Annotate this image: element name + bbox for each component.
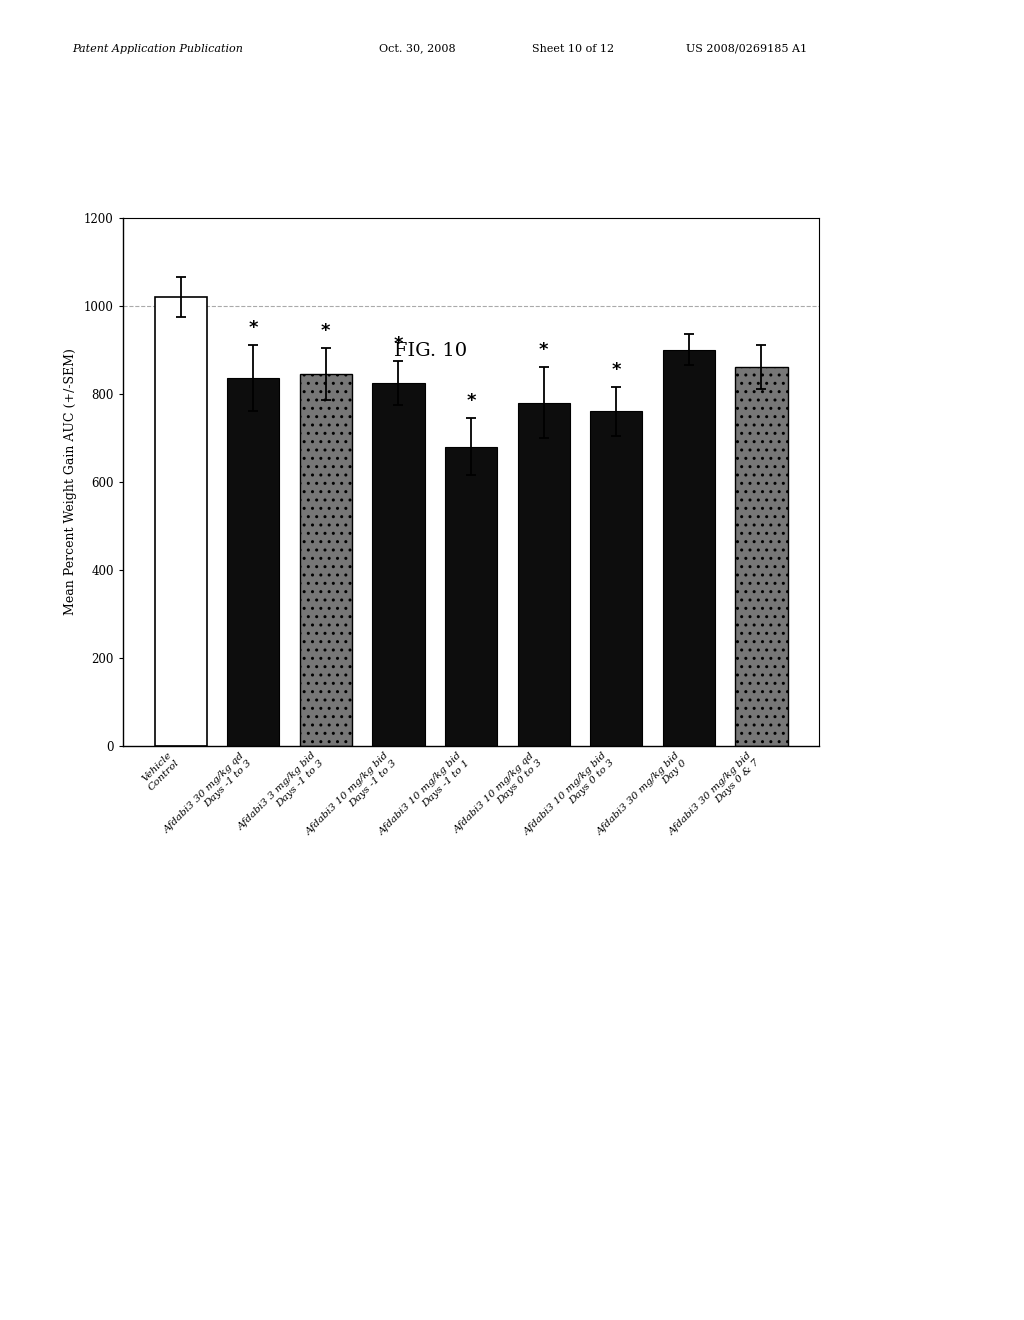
Text: *: * — [611, 362, 621, 379]
Text: *: * — [466, 392, 476, 411]
Text: Oct. 30, 2008: Oct. 30, 2008 — [379, 44, 456, 54]
Bar — [663, 350, 715, 746]
Bar — [517, 403, 569, 746]
Text: FIG. 10: FIG. 10 — [393, 342, 467, 360]
Bar — [444, 446, 498, 746]
Bar — [300, 374, 352, 746]
Text: Patent Application Publication: Patent Application Publication — [72, 44, 243, 54]
Bar — [590, 412, 642, 746]
Text: Sheet 10 of 12: Sheet 10 of 12 — [532, 44, 614, 54]
Text: *: * — [322, 322, 331, 339]
Text: *: * — [539, 342, 549, 359]
Text: *: * — [393, 335, 403, 352]
Y-axis label: Mean Percent Weight Gain AUC (+/-SEM): Mean Percent Weight Gain AUC (+/-SEM) — [65, 348, 77, 615]
Text: *: * — [249, 319, 258, 338]
Bar — [227, 379, 280, 746]
Bar — [735, 367, 787, 746]
Text: US 2008/0269185 A1: US 2008/0269185 A1 — [686, 44, 807, 54]
Bar — [155, 297, 207, 746]
Bar — [373, 383, 425, 746]
